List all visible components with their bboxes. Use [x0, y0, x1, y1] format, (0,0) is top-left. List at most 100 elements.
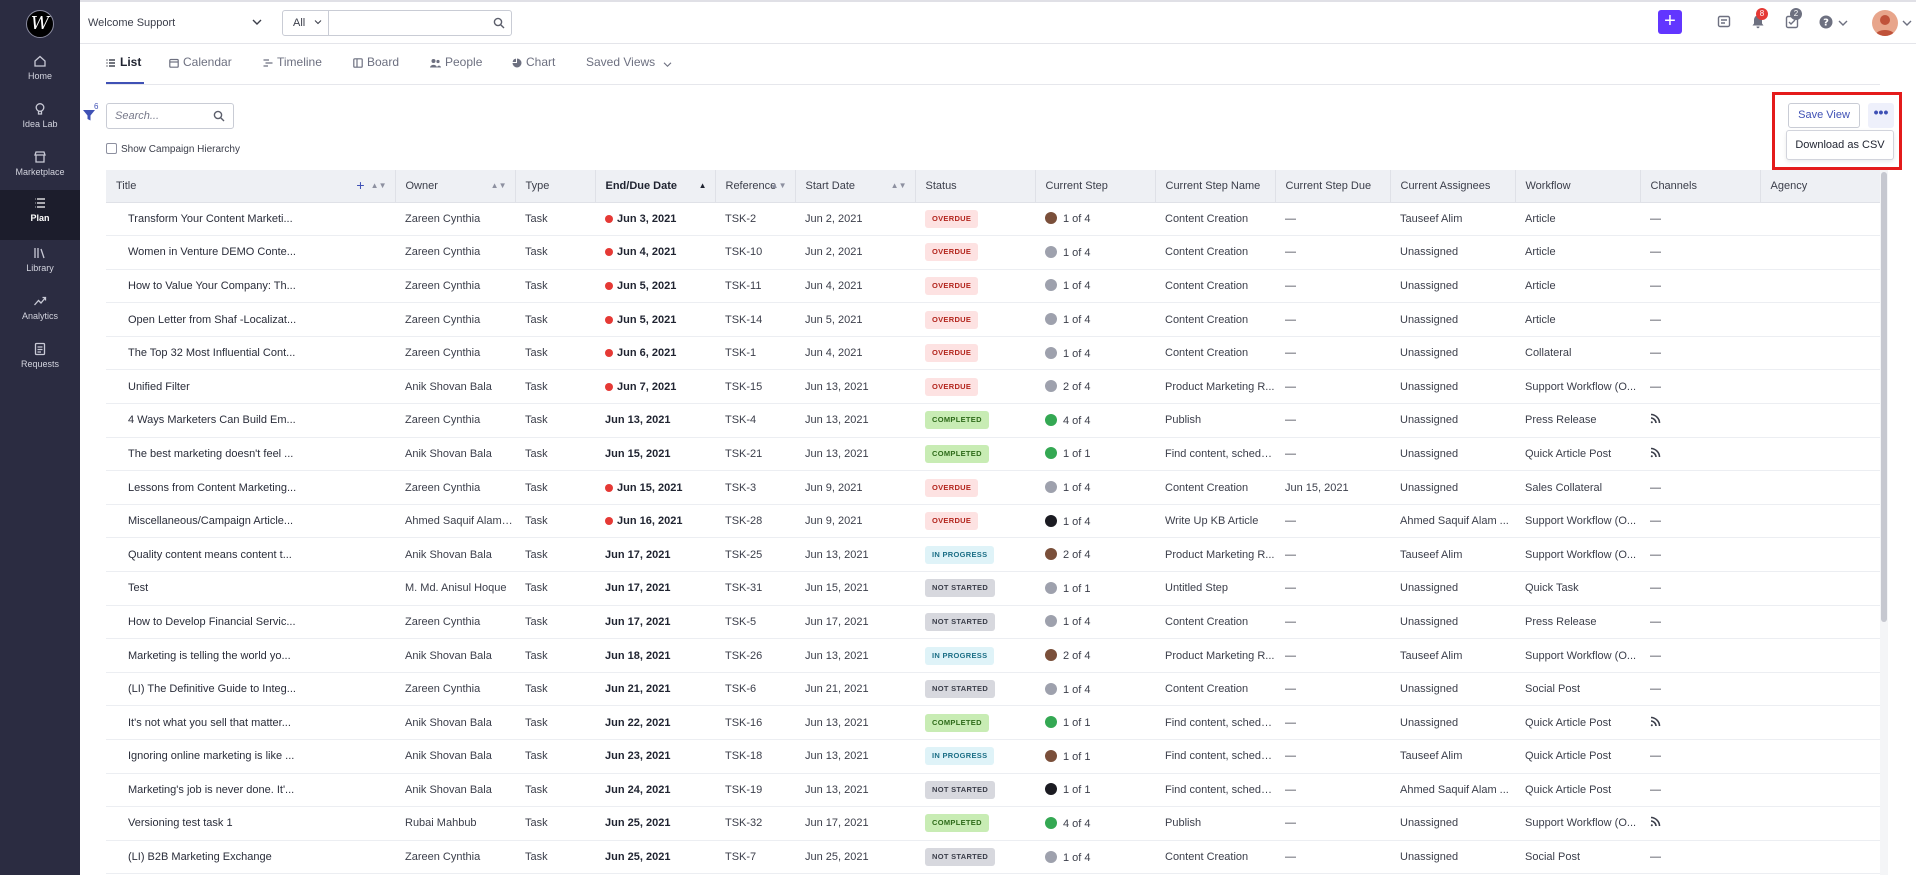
- cell-title[interactable]: It's not what you sell that matter...: [106, 705, 395, 740]
- table-row[interactable]: Transform Your Content Marketi... Zareen …: [106, 202, 1880, 237]
- sidebar-item-analytics[interactable]: Analytics: [0, 288, 80, 334]
- table-row[interactable]: Unified Filter Anik Shovan Bala Task Jun 7,…: [106, 369, 1880, 405]
- column-header-start-date[interactable]: Start Date ▲▼: [795, 170, 916, 203]
- cell-title[interactable]: Lessons from Content Marketing...: [106, 470, 395, 505]
- cell-title[interactable]: (LI) B2B Marketing Exchange: [106, 840, 395, 875]
- column-header-owner[interactable]: Owner ▲▼: [395, 170, 516, 203]
- tab-chart[interactable]: Chart: [512, 54, 555, 84]
- task-title-link[interactable]: Lessons from Content Marketing...: [128, 481, 297, 494]
- rss-feed-icon[interactable]: [1650, 716, 1661, 727]
- save-view-button[interactable]: Save View: [1788, 103, 1860, 128]
- task-title-link[interactable]: Transform Your Content Marketi...: [128, 212, 293, 225]
- task-title-link[interactable]: Marketing is telling the world yo...: [128, 649, 291, 662]
- task-title-link[interactable]: Versioning test task 1: [128, 817, 233, 830]
- table-row[interactable]: (LI) The Definitive Guide to Integ... Zar…: [106, 672, 1880, 707]
- table-scrollbar-thumb[interactable]: [1881, 172, 1887, 622]
- cell-title[interactable]: The best marketing doesn't feel ...: [106, 437, 395, 472]
- task-title-link[interactable]: Quality content means content t...: [128, 548, 292, 561]
- sidebar-item-idea-lab[interactable]: Idea Lab: [0, 96, 80, 142]
- message-icon[interactable]: [1716, 14, 1732, 30]
- table-row[interactable]: Marketing is telling the world yo... Anik…: [106, 638, 1880, 673]
- task-title-link[interactable]: 4 Ways Marketers Can Build Em...: [128, 414, 296, 427]
- column-header-current-assignees[interactable]: Current Assignees: [1390, 170, 1516, 203]
- column-header-current-step-name[interactable]: Current Step Name: [1155, 170, 1276, 203]
- column-header-type[interactable]: Type: [515, 170, 596, 203]
- campaign-hierarchy-toggle[interactable]: Show Campaign Hierarchy: [106, 143, 240, 155]
- cell-title[interactable]: How to Value Your Company: Th...: [106, 269, 395, 304]
- cell-title[interactable]: Quality content means content t...: [106, 537, 395, 573]
- add-column-button[interactable]: +: [356, 177, 365, 193]
- sidebar-item-library[interactable]: Library: [0, 240, 80, 286]
- workspace-selector[interactable]: Welcome Support: [80, 8, 268, 38]
- campaign-hierarchy-checkbox[interactable]: [106, 143, 117, 154]
- download-csv-menu-item[interactable]: Download as CSV: [1786, 130, 1894, 160]
- rss-feed-icon[interactable]: [1650, 413, 1661, 424]
- task-title-link[interactable]: (LI) B2B Marketing Exchange: [128, 851, 272, 864]
- sort-icon[interactable]: ▲▼: [770, 181, 787, 190]
- tab-people[interactable]: People: [430, 54, 482, 84]
- table-row[interactable]: 4 Ways Marketers Can Build Em... Zareen C…: [106, 403, 1880, 438]
- sort-icon[interactable]: ▲▼: [890, 181, 907, 190]
- column-header-agency[interactable]: Agency: [1760, 170, 1880, 203]
- column-header-current-step[interactable]: Current Step: [1035, 170, 1156, 203]
- table-row[interactable]: How to Develop Financial Servic... Zareen…: [106, 605, 1880, 640]
- task-title-link[interactable]: Unified Filter: [128, 380, 190, 393]
- column-header-status[interactable]: Status: [915, 170, 1036, 203]
- task-title-link[interactable]: How to Develop Financial Servic...: [128, 615, 296, 628]
- app-logo[interactable]: W: [26, 10, 54, 38]
- task-title-link[interactable]: Marketing's job is never done. It'...: [128, 783, 295, 796]
- search-icon[interactable]: [493, 17, 505, 29]
- cell-title[interactable]: The Top 32 Most Influential Cont...: [106, 336, 395, 371]
- cell-title[interactable]: Marketing's job is never done. It'...: [106, 773, 395, 808]
- sidebar-item-marketplace[interactable]: Marketplace: [0, 144, 80, 190]
- table-row[interactable]: Miscellaneous/Campaign Article... Ahmed S…: [106, 504, 1880, 539]
- column-header-reference[interactable]: Reference ▲▼: [715, 170, 796, 203]
- table-row[interactable]: Ignoring online marketing is like ... Ani…: [106, 739, 1880, 774]
- rss-feed-icon[interactable]: [1650, 816, 1661, 827]
- cell-title[interactable]: Miscellaneous/Campaign Article...: [106, 504, 395, 539]
- sidebar-item-plan[interactable]: Plan: [0, 190, 80, 240]
- table-row[interactable]: Versioning test task 1 Rubai Mahbub Task Ju…: [106, 806, 1880, 841]
- column-header-workflow[interactable]: Workflow: [1515, 170, 1641, 203]
- task-title-link[interactable]: Women in Venture DEMO Conte...: [128, 246, 296, 259]
- more-options-button[interactable]: •••: [1868, 103, 1894, 128]
- sort-ascending-icon[interactable]: ▲: [698, 181, 707, 190]
- column-header-current-step-due[interactable]: Current Step Due: [1275, 170, 1391, 203]
- task-title-link[interactable]: (LI) The Definitive Guide to Integ...: [128, 683, 296, 696]
- table-row[interactable]: Open Letter from Shaf -Localizat... Zaree…: [106, 302, 1880, 337]
- global-search-input[interactable]: [330, 11, 490, 35]
- rss-feed-icon[interactable]: [1650, 447, 1661, 458]
- chevron-down-icon[interactable]: [1838, 19, 1848, 27]
- table-row[interactable]: Marketing's job is never done. It'... Ani…: [106, 773, 1880, 808]
- task-title-link[interactable]: The best marketing doesn't feel ...: [128, 447, 294, 460]
- cell-title[interactable]: Marketing is telling the world yo...: [106, 638, 395, 673]
- table-row[interactable]: Lessons from Content Marketing... Zareen …: [106, 470, 1880, 505]
- search-scope-dropdown[interactable]: All: [283, 11, 329, 35]
- table-search-input[interactable]: [115, 109, 213, 123]
- task-title-link[interactable]: The Top 32 Most Influential Cont...: [128, 347, 296, 360]
- tab-saved-views[interactable]: Saved Views: [586, 54, 672, 84]
- cell-title[interactable]: Test: [106, 571, 395, 606]
- chevron-down-icon[interactable]: [1902, 19, 1912, 27]
- task-title-link[interactable]: Ignoring online marketing is like ...: [128, 750, 295, 763]
- cell-title[interactable]: Open Letter from Shaf -Localizat...: [106, 302, 395, 337]
- create-new-button[interactable]: +: [1658, 10, 1682, 34]
- column-header-due-date[interactable]: End/Due Date ▲: [595, 170, 716, 203]
- table-row[interactable]: Quality content means content t... Anik S…: [106, 537, 1880, 573]
- cell-title[interactable]: (LI) The Definitive Guide to Integ...: [106, 672, 395, 707]
- task-title-link[interactable]: It's not what you sell that matter...: [128, 716, 291, 729]
- column-header-channels[interactable]: Channels: [1640, 170, 1761, 203]
- table-row[interactable]: Test M. Md. Anisul Hoque Task Jun 17, 2021 T…: [106, 571, 1880, 606]
- table-row[interactable]: How to Value Your Company: Th... Zareen C…: [106, 269, 1880, 304]
- task-title-link[interactable]: Open Letter from Shaf -Localizat...: [128, 313, 297, 326]
- table-row[interactable]: Women in Venture DEMO Conte... Zareen Cyn…: [106, 235, 1880, 270]
- user-avatar[interactable]: [1872, 10, 1898, 36]
- cell-title[interactable]: 4 Ways Marketers Can Build Em...: [106, 403, 395, 438]
- cell-title[interactable]: Women in Venture DEMO Conte...: [106, 235, 395, 270]
- task-title-link[interactable]: Test: [128, 582, 149, 595]
- tab-timeline[interactable]: Timeline: [263, 54, 322, 84]
- table-row[interactable]: The best marketing doesn't feel ... Anik …: [106, 437, 1880, 472]
- sort-icon[interactable]: ▲▼: [490, 181, 507, 190]
- cell-title[interactable]: How to Develop Financial Servic...: [106, 605, 395, 640]
- cell-title[interactable]: Versioning test task 1: [106, 806, 395, 841]
